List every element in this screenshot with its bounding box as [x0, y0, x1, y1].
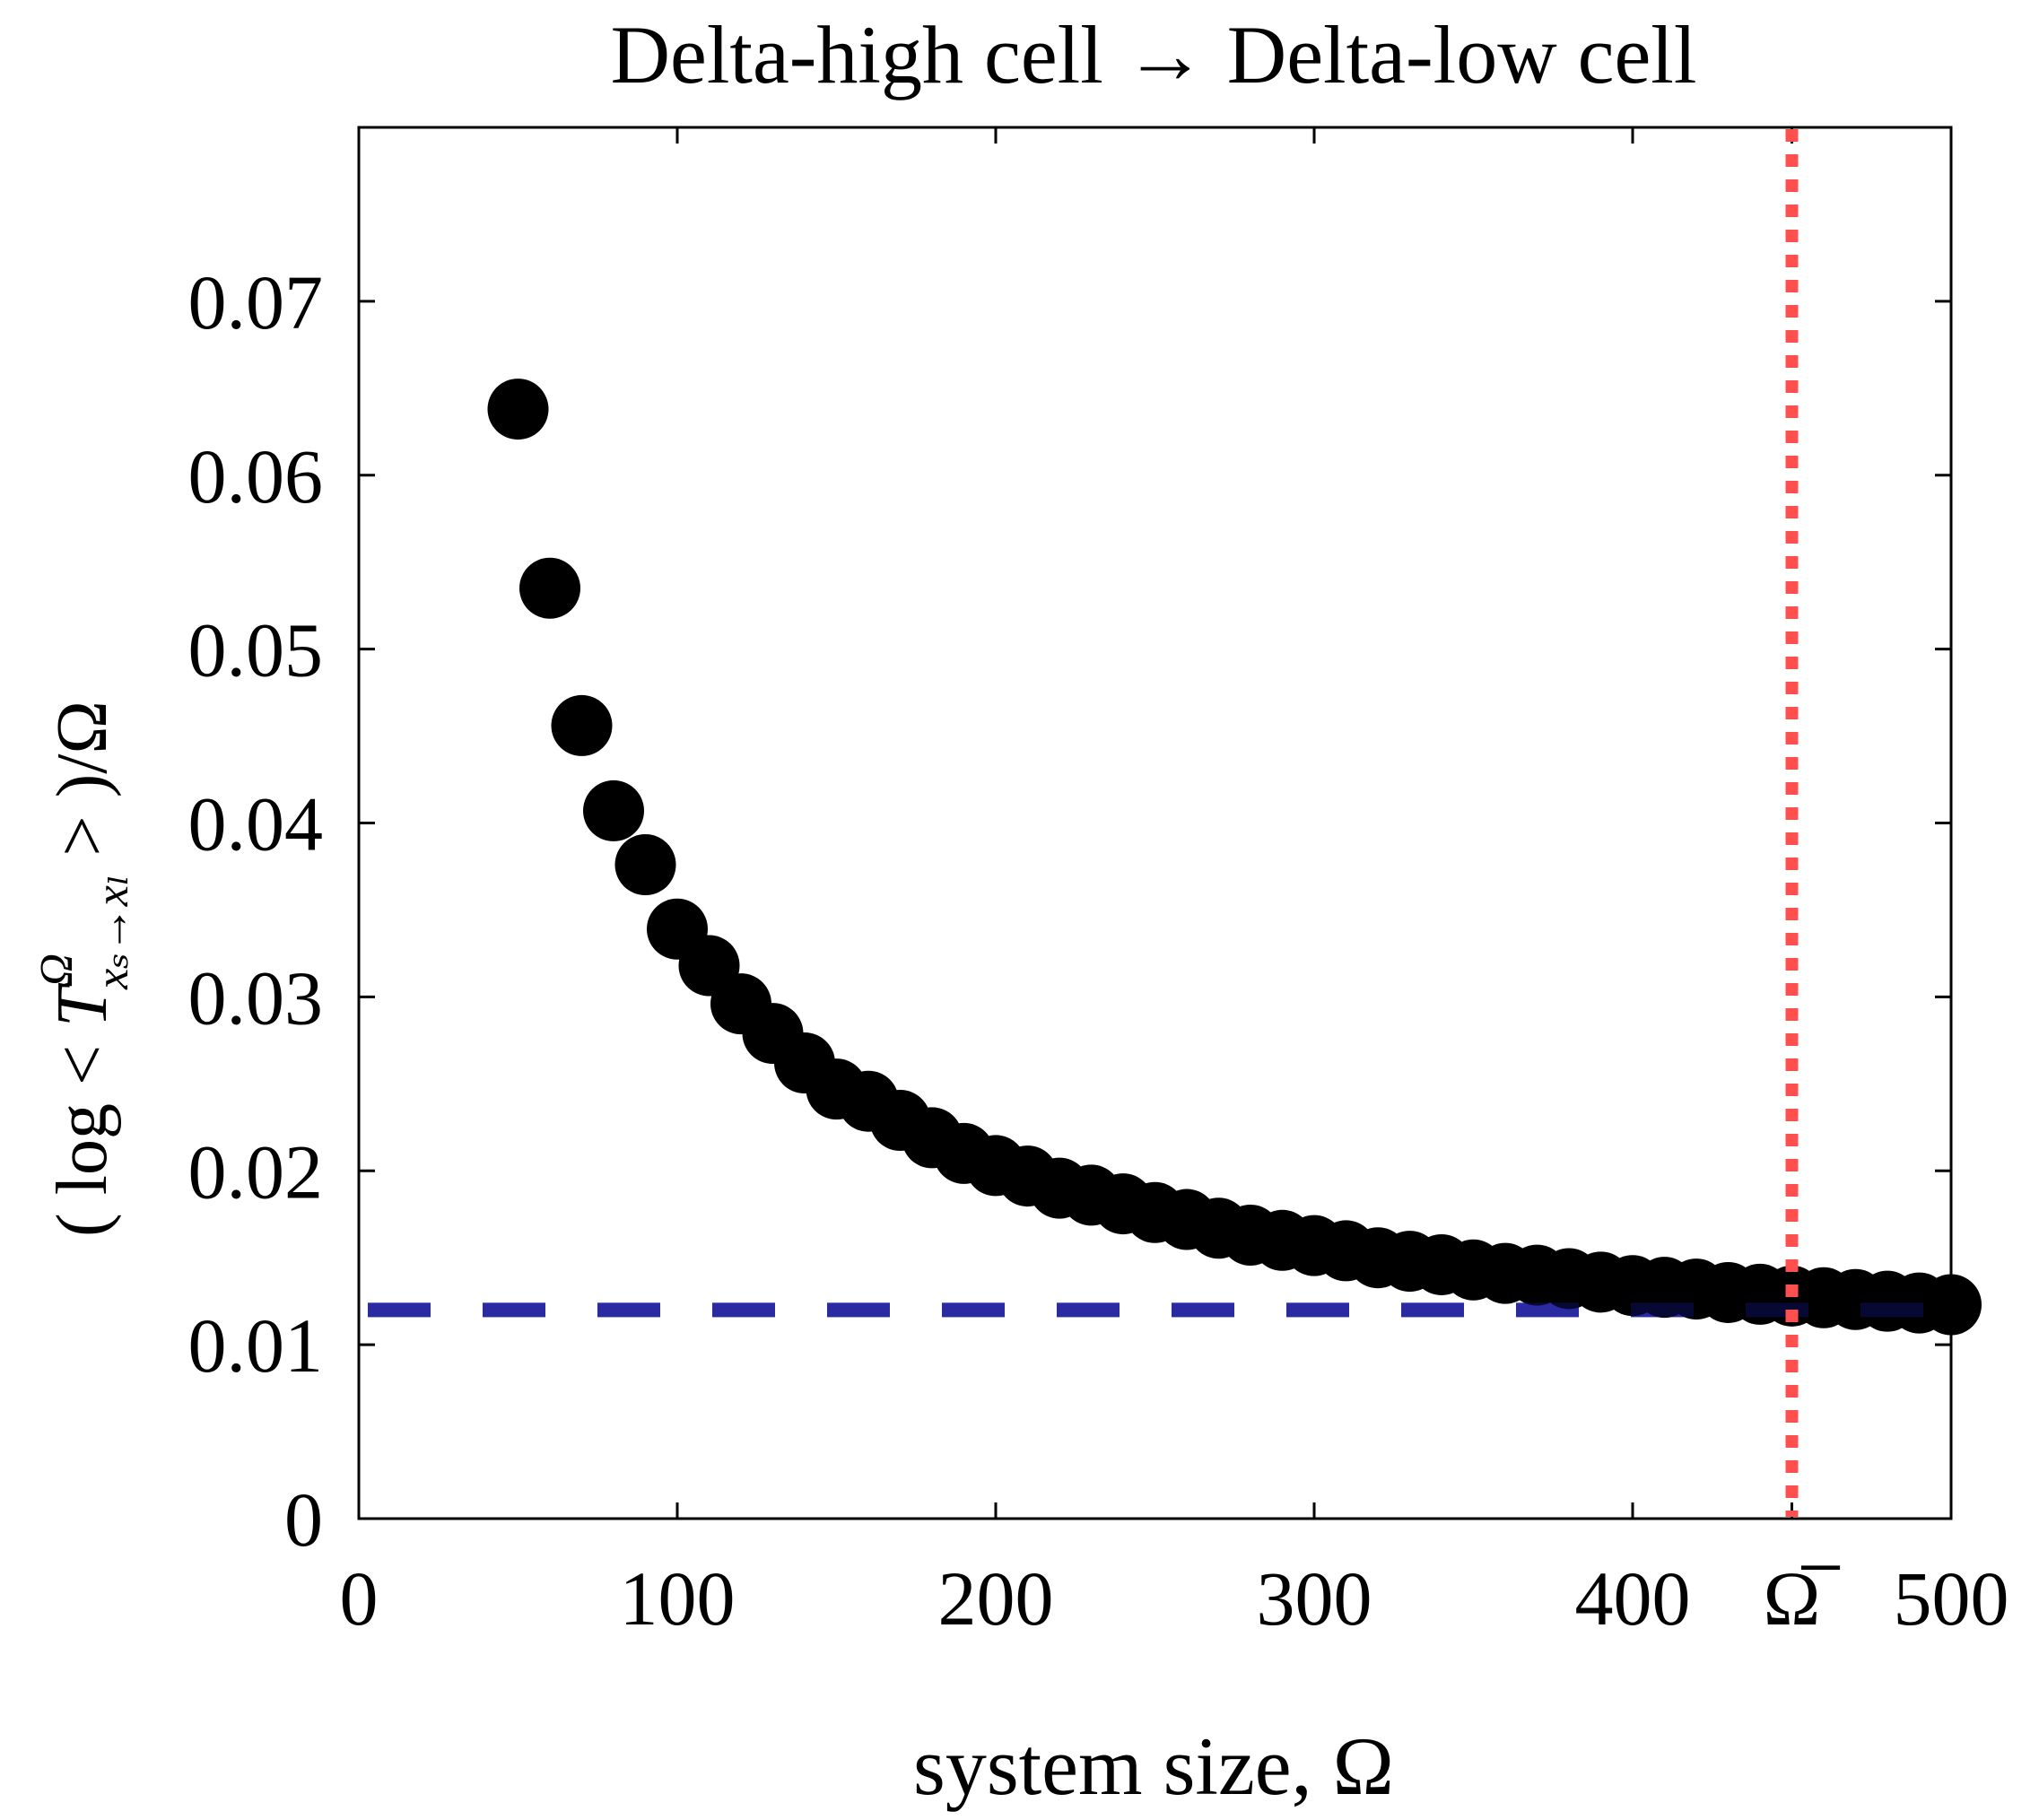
y-tick-label: 0.03 [188, 954, 324, 1041]
y-tick-label: 0.06 [188, 433, 324, 519]
data-point [551, 694, 613, 756]
y-label-sub: xₛ→xₗ [87, 875, 138, 990]
ticks-layer: 0 0.01 0.02 0.03 0.04 0.05 0.06 0.07 0 100 200 300 4… [188, 127, 2009, 1641]
y-label-sup: Ω [31, 954, 83, 988]
x-tick-label: 500 [1894, 1555, 2009, 1641]
x-tick-label: 200 [938, 1555, 1054, 1641]
svg-text:( log < TΩxₛ→xₗ > )/Ω: ( log < TΩxₛ→xₗ > )/Ω [31, 701, 138, 1237]
chart-title: Delta-high cell → Delta-low cell [611, 9, 1697, 100]
x-axis-label: system size, Ω [913, 1720, 1394, 1812]
y-tick-label: 0.04 [188, 781, 324, 867]
data-point [614, 834, 676, 896]
x-tick-label: 400 [1575, 1555, 1691, 1641]
x-tick-label: 300 [1257, 1555, 1372, 1641]
y-tick-label: 0.02 [188, 1128, 324, 1215]
data-point [583, 779, 644, 841]
overlay-layer [368, 129, 1942, 1517]
data-points [487, 379, 1982, 1336]
y-label-var: T [43, 982, 122, 1027]
y-tick-label: 0.01 [188, 1302, 324, 1389]
y-tick-label: 0 [284, 1476, 323, 1563]
x-tick-label: Ω̅ [1764, 1555, 1841, 1641]
x-tick-label: 100 [620, 1555, 736, 1641]
y-label-suffix: > )/Ω [43, 701, 122, 874]
data-point [519, 557, 580, 619]
y-label-prefix: ( log < [43, 1027, 122, 1237]
y-axis-label: ( log < TΩxₛ→xₗ > )/Ω [31, 701, 138, 1237]
y-tick-label: 0.07 [188, 259, 324, 345]
data-point [487, 379, 549, 440]
data-point [1921, 1274, 1982, 1336]
y-tick-label: 0.05 [188, 607, 324, 693]
x-tick-label: 0 [340, 1555, 379, 1641]
